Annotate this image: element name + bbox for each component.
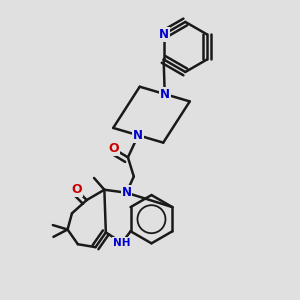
Text: O: O bbox=[108, 142, 119, 155]
Text: O: O bbox=[71, 183, 82, 196]
Text: N: N bbox=[133, 129, 143, 142]
Text: N: N bbox=[122, 186, 131, 199]
Text: NH: NH bbox=[113, 238, 131, 248]
Text: N: N bbox=[159, 28, 169, 41]
Text: N: N bbox=[160, 88, 170, 100]
